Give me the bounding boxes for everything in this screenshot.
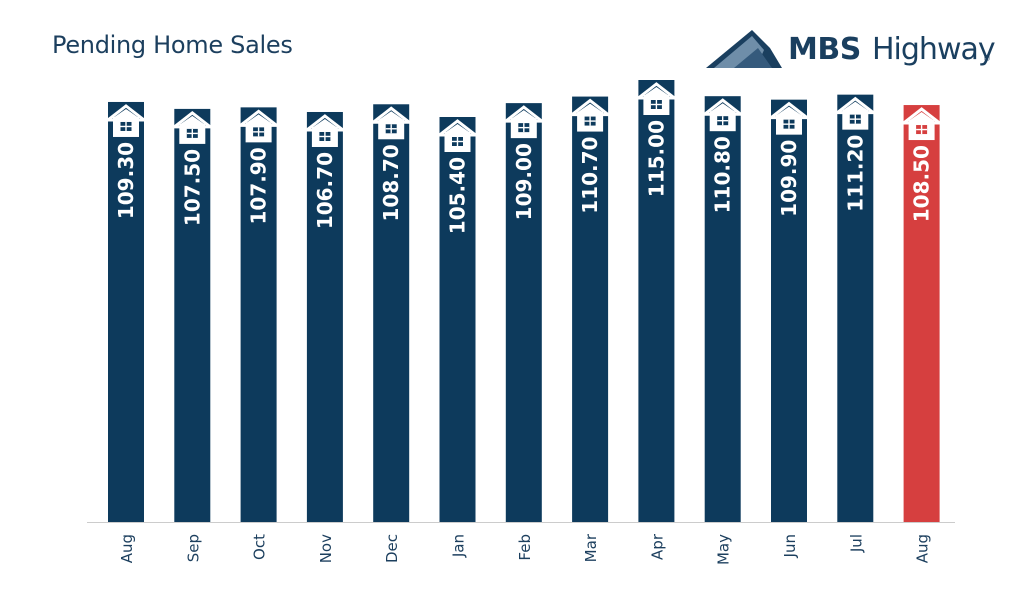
house-icon xyxy=(832,96,878,130)
bar-group: 109.90 Jun xyxy=(766,99,812,558)
house-icon xyxy=(169,111,215,144)
bar-value-label: 109.00 xyxy=(512,143,536,220)
x-tick-label: Aug xyxy=(118,534,136,563)
bar xyxy=(439,117,476,522)
house-icon xyxy=(899,107,944,141)
bar-value-label: 111.20 xyxy=(843,135,867,212)
bar xyxy=(771,99,807,522)
mbs-highway-logo: MBS Highway ® xyxy=(706,26,1006,76)
bar-group: 110.80 May xyxy=(700,96,746,565)
x-tick-label: Feb xyxy=(516,534,534,561)
bar-group: 107.90 Oct xyxy=(236,107,281,560)
mountain-logo-icon xyxy=(706,30,782,68)
bar-value-label: 110.80 xyxy=(711,136,735,213)
x-tick-label: Jan xyxy=(450,534,468,558)
bar xyxy=(704,96,741,522)
x-tick-label: Dec xyxy=(383,534,401,563)
bar-value-label: 110.70 xyxy=(578,137,602,214)
bar-group: 111.20 Jul xyxy=(832,94,878,553)
x-tick-label: Nov xyxy=(317,534,335,563)
bar-value-label: 109.90 xyxy=(777,140,801,217)
bar-group: 107.50 Sep xyxy=(169,108,215,562)
x-tick-label: Mar xyxy=(582,533,600,562)
bar-group: 115.00 Apr xyxy=(634,80,679,560)
bar-group: 105.40 Jan xyxy=(435,117,480,558)
house-icon xyxy=(302,114,348,147)
house-icon xyxy=(700,98,746,132)
bar-group: 108.70 Dec xyxy=(368,104,414,563)
x-tick-label: Apr xyxy=(648,533,666,560)
bar xyxy=(638,80,675,522)
bar-value-label: 115.00 xyxy=(644,120,668,197)
x-tick-label: Jul xyxy=(847,534,865,553)
x-tick-label: Jun xyxy=(781,534,799,558)
house-icon xyxy=(236,109,281,143)
bar xyxy=(240,107,277,522)
house-icon xyxy=(567,98,613,132)
house-icon xyxy=(435,119,480,152)
bar-value-label: 108.50 xyxy=(910,145,934,222)
bar xyxy=(373,104,410,522)
chart-title: Pending Home Sales xyxy=(52,31,293,59)
bar xyxy=(306,111,343,522)
bar-value-label: 108.70 xyxy=(379,144,403,221)
bar-group: 109.30 Aug xyxy=(103,101,149,563)
logo-text-mbs: MBS xyxy=(788,32,861,67)
house-icon xyxy=(103,104,149,137)
bar-group: 110.70 Mar xyxy=(567,96,613,562)
x-tick-label: Oct xyxy=(251,534,269,560)
bar xyxy=(572,96,609,523)
logo-text-highway: Highway xyxy=(872,32,996,67)
bar-group: 109.00 Feb xyxy=(501,103,547,561)
bar-value-label: 109.30 xyxy=(114,142,138,219)
bar xyxy=(174,108,211,522)
bar-group: 106.70 Nov xyxy=(302,111,348,563)
bar-group: 108.50 Aug xyxy=(899,105,944,563)
logo-registered-mark: ® xyxy=(984,54,990,63)
x-tick-label: Aug xyxy=(914,534,932,563)
bar xyxy=(108,101,144,522)
house-icon xyxy=(368,106,414,140)
bar-value-label: 106.70 xyxy=(313,152,337,229)
bar-value-label: 105.40 xyxy=(446,157,470,234)
x-tick-label: May xyxy=(715,534,733,565)
bar-value-label: 107.50 xyxy=(180,149,204,226)
bar-value-label: 107.90 xyxy=(247,147,271,224)
bar xyxy=(903,105,940,522)
house-icon xyxy=(634,82,679,115)
house-icon xyxy=(501,105,547,139)
bar xyxy=(837,94,874,522)
bar xyxy=(505,103,542,522)
house-icon xyxy=(766,101,812,135)
x-tick-label: Sep xyxy=(184,534,202,562)
